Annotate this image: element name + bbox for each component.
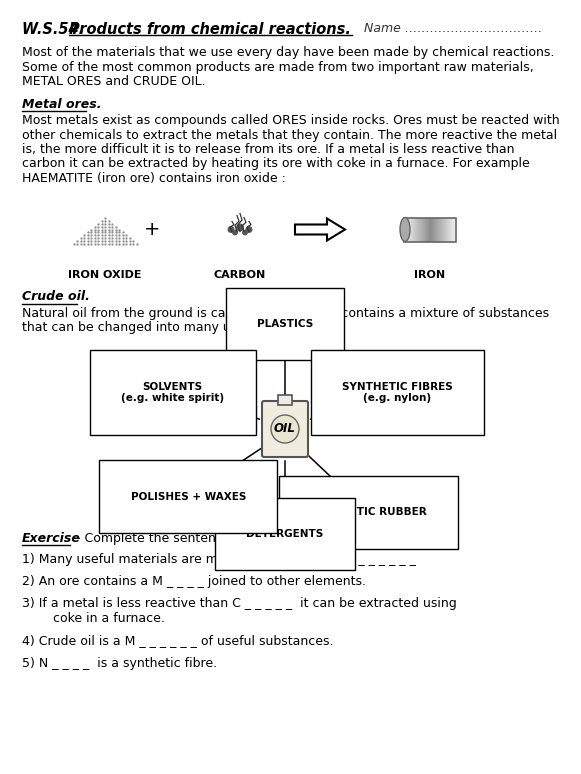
FancyArrow shape (295, 218, 345, 241)
Text: Natural oil from the ground is called CRUDE OIL. It contains a mixture of substa: Natural oil from the ground is called CR… (22, 307, 549, 320)
Bar (443, 217, 444, 241)
Bar (446, 217, 447, 241)
Bar (447, 217, 448, 241)
Bar (409, 217, 410, 241)
Bar (455, 217, 456, 241)
Text: carbon it can be extracted by heating its ore with coke in a furnace. For exampl: carbon it can be extracted by heating it… (22, 157, 530, 170)
Text: W.S.54.: W.S.54. (22, 22, 89, 37)
Text: METAL ORES and CRUDE OIL.: METAL ORES and CRUDE OIL. (22, 75, 206, 88)
Bar (435, 217, 436, 241)
Bar (424, 217, 425, 241)
Bar (454, 217, 455, 241)
Bar (433, 217, 434, 241)
Text: - Complete the sentences below.: - Complete the sentences below. (72, 532, 281, 545)
Circle shape (246, 227, 252, 232)
Bar (445, 217, 446, 241)
Bar (405, 217, 406, 241)
Text: DETERGENTS: DETERGENTS (246, 529, 324, 539)
Text: OIL: OIL (274, 423, 296, 436)
Text: Some of the most common products are made from two important raw materials,: Some of the most common products are mad… (22, 60, 534, 74)
Bar (414, 217, 415, 241)
Text: 2) An ore contains a M _ _ _ _ joined to other elements.: 2) An ore contains a M _ _ _ _ joined to… (22, 575, 366, 588)
Bar (411, 217, 412, 241)
Bar (421, 217, 422, 241)
Text: POLISHES + WAXES: POLISHES + WAXES (131, 491, 246, 502)
Bar (407, 217, 408, 241)
Bar (444, 217, 445, 241)
Bar (406, 217, 407, 241)
Text: PLASTICS: PLASTICS (257, 319, 313, 329)
Bar (432, 217, 433, 241)
Text: CARBON: CARBON (214, 269, 266, 279)
Bar (427, 217, 428, 241)
Text: Name ……………………………: Name …………………………… (356, 22, 543, 35)
Bar (418, 217, 419, 241)
Bar (453, 217, 454, 241)
Bar (426, 217, 427, 241)
Text: Most metals exist as compounds called ORES inside rocks. Ores must be reacted wi: Most metals exist as compounds called OR… (22, 114, 560, 127)
Text: SYNTHETIC RUBBER: SYNTHETIC RUBBER (310, 508, 427, 518)
Bar (434, 217, 435, 241)
Bar (420, 217, 421, 241)
Bar (423, 217, 424, 241)
Text: Exercise: Exercise (22, 532, 81, 545)
Circle shape (271, 415, 299, 443)
Text: HAEMATITE (iron ore) contains iron oxide :: HAEMATITE (iron ore) contains iron oxide… (22, 172, 286, 185)
Bar (448, 217, 449, 241)
Bar (412, 217, 413, 241)
FancyBboxPatch shape (262, 401, 308, 457)
Bar (439, 217, 440, 241)
Text: 5) N _ _ _ _  is a synthetic fibre.: 5) N _ _ _ _ is a synthetic fibre. (22, 657, 217, 670)
Bar (430, 217, 431, 241)
Bar (425, 217, 426, 241)
Bar (415, 217, 416, 241)
Text: that can be changed into many useful products.: that can be changed into many useful pro… (22, 321, 324, 334)
Text: Metal ores.: Metal ores. (22, 98, 102, 111)
Bar (449, 217, 450, 241)
Circle shape (236, 224, 243, 231)
Bar (450, 217, 451, 241)
Bar (440, 217, 441, 241)
Bar (404, 217, 456, 241)
Bar (441, 217, 442, 241)
Bar (428, 217, 429, 241)
Bar (451, 217, 452, 241)
Bar (410, 217, 411, 241)
Circle shape (228, 227, 234, 232)
Text: IRON OXIDE: IRON OXIDE (68, 269, 142, 279)
Bar (278, 395, 292, 405)
Bar (436, 217, 437, 241)
Text: Crude oil.: Crude oil. (22, 290, 90, 303)
Bar (419, 217, 420, 241)
Text: 1) Many useful materials are made by chemical R _ _ _ _ _ _ _ _: 1) Many useful materials are made by che… (22, 553, 416, 566)
Circle shape (243, 231, 247, 235)
Bar (408, 217, 409, 241)
Bar (404, 217, 405, 241)
Bar (416, 217, 417, 241)
Text: SYNTHETIC FIBRES
(e.g. nylon): SYNTHETIC FIBRES (e.g. nylon) (342, 382, 453, 403)
Text: Products from chemical reactions.: Products from chemical reactions. (69, 22, 351, 37)
Circle shape (233, 231, 237, 235)
Text: +: + (144, 220, 161, 239)
Bar (431, 217, 432, 241)
Bar (422, 217, 423, 241)
Bar (429, 217, 430, 241)
Text: coke in a furnace.: coke in a furnace. (37, 612, 165, 625)
Bar (442, 217, 443, 241)
Text: Most of the materials that we use every day have been made by chemical reactions: Most of the materials that we use every … (22, 46, 554, 59)
Text: IRON: IRON (414, 269, 446, 279)
Bar (413, 217, 414, 241)
Text: other chemicals to extract the metals that they contain. The more reactive the m: other chemicals to extract the metals th… (22, 128, 557, 142)
Bar (437, 217, 438, 241)
Bar (452, 217, 453, 241)
Bar (417, 217, 418, 241)
Ellipse shape (400, 217, 410, 241)
Text: SOLVENTS
(e.g. white spirit): SOLVENTS (e.g. white spirit) (121, 382, 224, 403)
Bar (438, 217, 439, 241)
Text: is, the more difficult it is to release from its ore. If a metal is less reactiv: is, the more difficult it is to release … (22, 143, 515, 156)
Text: 3) If a metal is less reactive than C _ _ _ _ _  it can be extracted using: 3) If a metal is less reactive than C _ … (22, 598, 457, 611)
Text: 4) Crude oil is a M _ _ _ _ _ _ of useful substances.: 4) Crude oil is a M _ _ _ _ _ _ of usefu… (22, 635, 333, 648)
